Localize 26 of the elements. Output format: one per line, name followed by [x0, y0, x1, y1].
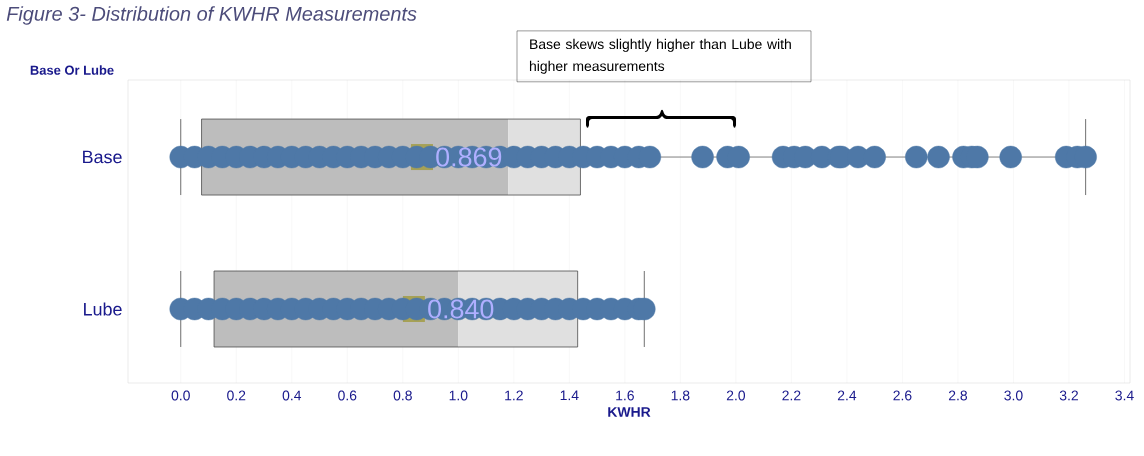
chart-title: Figure 3- Distribution of KWHR Measurements: [6, 6, 417, 25]
y-axis-title: Base Or Lube: [30, 65, 114, 75]
x-tick-label: 0.8: [393, 390, 412, 401]
x-tick-label: 1.0: [449, 390, 468, 401]
x-tick-label: 1.4: [560, 390, 579, 401]
x-tick-label: 2.8: [948, 390, 968, 401]
x-tick-label: 0.0: [171, 390, 190, 401]
x-tick-label: 1.2: [505, 390, 523, 401]
x-tick-label: 0.6: [338, 390, 357, 401]
x-tick-label: 1.8: [671, 390, 690, 401]
y-tick-label: Base: [83, 150, 122, 164]
x-tick-label: 1.6: [616, 390, 634, 401]
text: Base skews slightly higher than Lube with higher measurements: [529, 38, 791, 74]
x-tick-label: 0.2: [227, 390, 246, 401]
x-tick-label: 2.4: [837, 390, 857, 401]
x-tick-label: 3.2: [1059, 390, 1078, 401]
text: 0.869: [436, 147, 502, 167]
x-tick-label: 3.4: [1115, 390, 1134, 401]
x-tick-label: 3.0: [1004, 390, 1023, 401]
x-tick-label: 2.6: [893, 390, 912, 401]
x-tick-label: 0.4: [282, 390, 302, 401]
x-tick-label: 2.2: [782, 390, 801, 401]
x-tick-label: 2.0: [726, 390, 746, 401]
y-tick-label: Lube: [84, 302, 122, 316]
x-axis-title: KWHR: [608, 407, 651, 417]
text: 0.840: [428, 299, 494, 319]
